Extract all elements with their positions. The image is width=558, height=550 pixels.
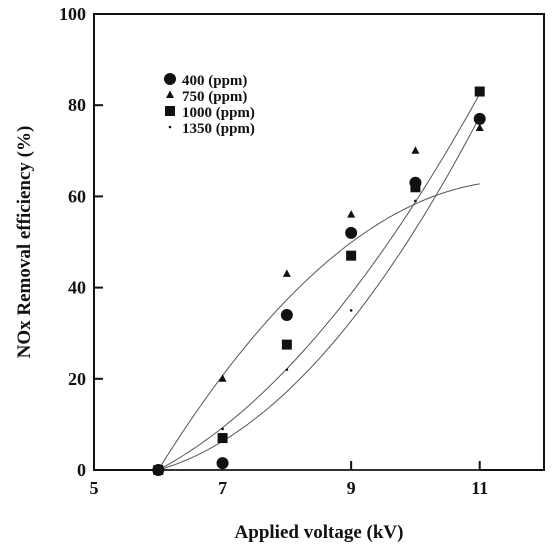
data-point-750-ppm — [475, 123, 484, 131]
data-point-1000-ppm — [410, 182, 421, 193]
y-axis-ticks: 0 20 40 60 80 100 — [59, 4, 103, 480]
legend-label-400-ppm: 400 (ppm) — [182, 73, 247, 89]
data-point-750-ppm — [411, 146, 420, 154]
legend-label-750-ppm: 750 (ppm) — [182, 89, 247, 105]
fit-curves — [157, 93, 481, 471]
legend: 400 (ppm)750 (ppm)1000 (ppm)1350 (ppm) — [164, 73, 255, 137]
data-point-750-ppm — [218, 374, 227, 382]
data-point-1350-ppm — [414, 199, 417, 203]
data-point-1350-ppm — [478, 117, 482, 121]
data-point-1000-ppm — [217, 433, 228, 444]
plot-area — [93, 13, 545, 471]
data-point-1350-ppm — [349, 309, 353, 312]
y-tick-label: 0 — [77, 460, 86, 480]
x-tick-label: 11 — [471, 478, 488, 498]
data-point-750-ppm — [347, 210, 356, 218]
y-axis-title: NOx Removal efficiency (%) — [14, 126, 35, 359]
y-tick-label: 60 — [68, 186, 86, 206]
fit-curve-1350-ppm — [158, 116, 481, 471]
fit-curve-1000-ppm — [158, 93, 481, 471]
data-point-1350-ppm — [156, 468, 160, 472]
legend-label-1000-ppm: 1000 (ppm) — [182, 105, 255, 121]
data-markers — [152, 86, 486, 476]
legend-marker-750-ppm — [166, 90, 174, 98]
fit-curve-750-ppm — [157, 183, 480, 471]
x-tick-label: 7 — [218, 478, 227, 498]
x-tick-label: 9 — [347, 478, 356, 498]
data-point-400-ppm — [345, 226, 358, 239]
y-tick-label: 20 — [68, 369, 86, 389]
y-tick-label: 100 — [59, 4, 86, 24]
data-point-1350-ppm — [285, 368, 289, 371]
legend-label-1350-ppm: 1350 (ppm) — [182, 121, 255, 137]
x-tick-label: 5 — [90, 478, 99, 498]
data-point-1000-ppm — [474, 86, 485, 97]
legend-marker-400-ppm — [164, 73, 176, 85]
plot-frame — [93, 13, 545, 471]
y-tick-label: 40 — [68, 278, 86, 298]
y-tick-label: 80 — [68, 95, 86, 115]
legend-marker-1350-ppm — [168, 125, 172, 129]
x-axis-title: Applied voltage (kV) — [235, 522, 404, 543]
data-point-1350-ppm — [221, 427, 224, 431]
legend-marker-1000-ppm — [165, 106, 175, 116]
data-point-1000-ppm — [346, 250, 357, 261]
x-axis-ticks: 5 7 9 11 — [90, 461, 488, 498]
data-point-750-ppm — [282, 269, 291, 277]
data-point-1000-ppm — [281, 339, 292, 350]
data-point-400-ppm — [280, 308, 293, 321]
